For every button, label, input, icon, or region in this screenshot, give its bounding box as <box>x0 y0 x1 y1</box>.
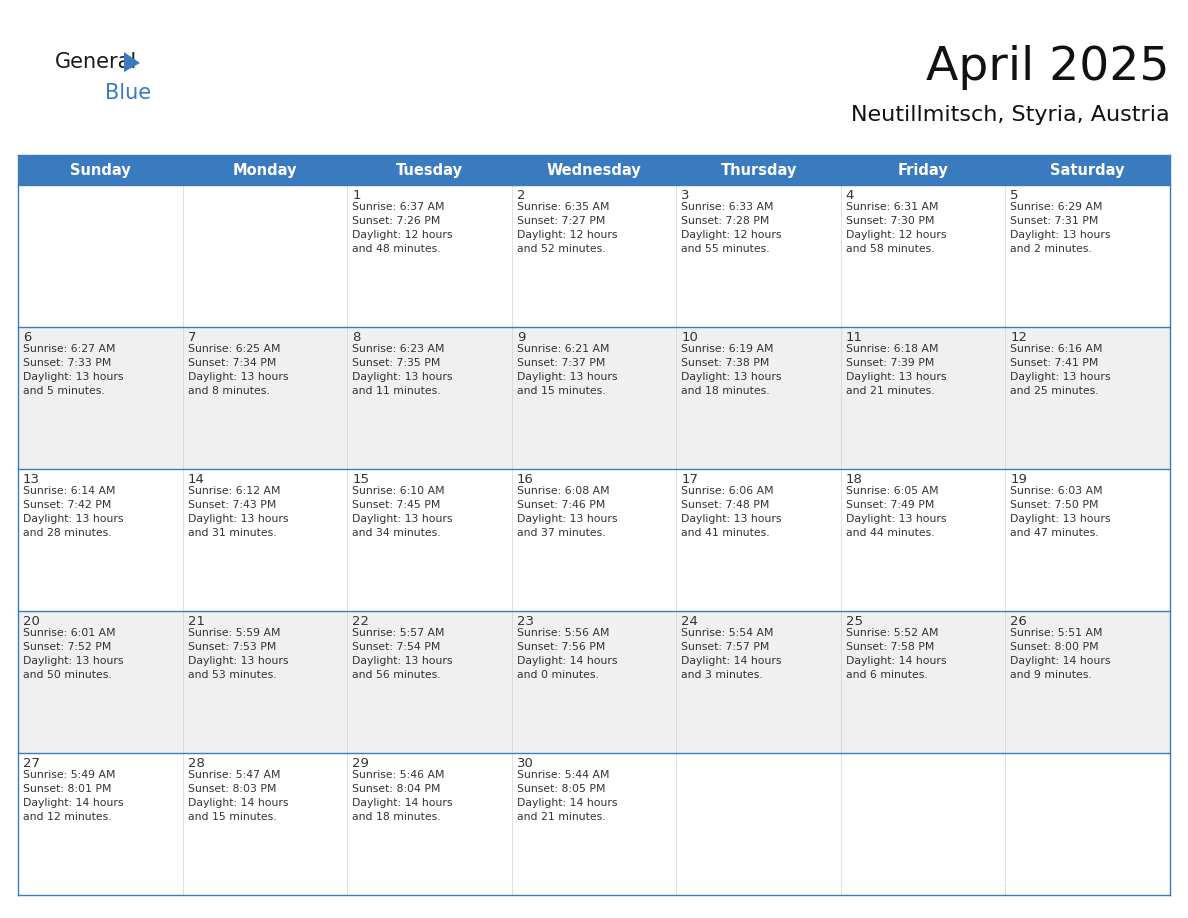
Text: 6: 6 <box>23 331 31 344</box>
Bar <box>347 155 512 185</box>
Text: Sunrise: 6:05 AM
Sunset: 7:49 PM
Daylight: 13 hours
and 44 minutes.: Sunrise: 6:05 AM Sunset: 7:49 PM Dayligh… <box>846 486 947 538</box>
Text: Sunrise: 6:37 AM
Sunset: 7:26 PM
Daylight: 12 hours
and 48 minutes.: Sunrise: 6:37 AM Sunset: 7:26 PM Dayligh… <box>352 202 453 254</box>
Text: Sunrise: 6:21 AM
Sunset: 7:37 PM
Daylight: 13 hours
and 15 minutes.: Sunrise: 6:21 AM Sunset: 7:37 PM Dayligh… <box>517 344 618 396</box>
Text: 23: 23 <box>517 615 533 628</box>
Text: Sunrise: 6:33 AM
Sunset: 7:28 PM
Daylight: 12 hours
and 55 minutes.: Sunrise: 6:33 AM Sunset: 7:28 PM Dayligh… <box>681 202 782 254</box>
Text: Sunrise: 6:23 AM
Sunset: 7:35 PM
Daylight: 13 hours
and 11 minutes.: Sunrise: 6:23 AM Sunset: 7:35 PM Dayligh… <box>352 344 453 396</box>
Text: 16: 16 <box>517 473 533 486</box>
Text: 20: 20 <box>23 615 40 628</box>
Text: Sunrise: 6:12 AM
Sunset: 7:43 PM
Daylight: 13 hours
and 31 minutes.: Sunrise: 6:12 AM Sunset: 7:43 PM Dayligh… <box>188 486 287 538</box>
Text: 3: 3 <box>681 189 690 202</box>
Text: 2: 2 <box>517 189 525 202</box>
Text: 13: 13 <box>23 473 40 486</box>
Text: 25: 25 <box>846 615 862 628</box>
Text: 22: 22 <box>352 615 369 628</box>
Bar <box>18 469 1170 611</box>
Text: Sunrise: 5:52 AM
Sunset: 7:58 PM
Daylight: 14 hours
and 6 minutes.: Sunrise: 5:52 AM Sunset: 7:58 PM Dayligh… <box>846 628 947 680</box>
Text: Sunrise: 5:49 AM
Sunset: 8:01 PM
Daylight: 14 hours
and 12 minutes.: Sunrise: 5:49 AM Sunset: 8:01 PM Dayligh… <box>23 770 124 822</box>
Text: Wednesday: Wednesday <box>546 162 642 177</box>
Text: 9: 9 <box>517 331 525 344</box>
Text: Tuesday: Tuesday <box>396 162 463 177</box>
Text: Sunrise: 6:08 AM
Sunset: 7:46 PM
Daylight: 13 hours
and 37 minutes.: Sunrise: 6:08 AM Sunset: 7:46 PM Dayligh… <box>517 486 618 538</box>
Bar <box>1005 155 1170 185</box>
Text: Sunrise: 6:14 AM
Sunset: 7:42 PM
Daylight: 13 hours
and 28 minutes.: Sunrise: 6:14 AM Sunset: 7:42 PM Dayligh… <box>23 486 124 538</box>
Bar <box>18 155 183 185</box>
Text: Neutillmitsch, Styria, Austria: Neutillmitsch, Styria, Austria <box>852 105 1170 125</box>
Text: Sunrise: 6:29 AM
Sunset: 7:31 PM
Daylight: 13 hours
and 2 minutes.: Sunrise: 6:29 AM Sunset: 7:31 PM Dayligh… <box>1011 202 1111 254</box>
Text: Sunrise: 6:06 AM
Sunset: 7:48 PM
Daylight: 13 hours
and 41 minutes.: Sunrise: 6:06 AM Sunset: 7:48 PM Dayligh… <box>681 486 782 538</box>
Text: Saturday: Saturday <box>1050 162 1125 177</box>
Text: Sunrise: 6:27 AM
Sunset: 7:33 PM
Daylight: 13 hours
and 5 minutes.: Sunrise: 6:27 AM Sunset: 7:33 PM Dayligh… <box>23 344 124 396</box>
Bar <box>18 611 1170 753</box>
Text: Sunrise: 5:47 AM
Sunset: 8:03 PM
Daylight: 14 hours
and 15 minutes.: Sunrise: 5:47 AM Sunset: 8:03 PM Dayligh… <box>188 770 287 822</box>
Polygon shape <box>124 52 140 72</box>
Text: 1: 1 <box>352 189 361 202</box>
Text: 10: 10 <box>681 331 699 344</box>
Text: Sunrise: 6:03 AM
Sunset: 7:50 PM
Daylight: 13 hours
and 47 minutes.: Sunrise: 6:03 AM Sunset: 7:50 PM Dayligh… <box>1011 486 1111 538</box>
Text: 8: 8 <box>352 331 360 344</box>
Text: 4: 4 <box>846 189 854 202</box>
Text: 27: 27 <box>23 757 40 770</box>
Text: 15: 15 <box>352 473 369 486</box>
Text: 26: 26 <box>1011 615 1028 628</box>
Bar <box>18 327 1170 469</box>
Bar <box>18 185 1170 327</box>
Text: Sunrise: 6:31 AM
Sunset: 7:30 PM
Daylight: 12 hours
and 58 minutes.: Sunrise: 6:31 AM Sunset: 7:30 PM Dayligh… <box>846 202 947 254</box>
Text: Sunrise: 6:16 AM
Sunset: 7:41 PM
Daylight: 13 hours
and 25 minutes.: Sunrise: 6:16 AM Sunset: 7:41 PM Dayligh… <box>1011 344 1111 396</box>
Text: Sunrise: 5:59 AM
Sunset: 7:53 PM
Daylight: 13 hours
and 53 minutes.: Sunrise: 5:59 AM Sunset: 7:53 PM Dayligh… <box>188 628 287 680</box>
Text: 11: 11 <box>846 331 862 344</box>
Text: 30: 30 <box>517 757 533 770</box>
Text: 17: 17 <box>681 473 699 486</box>
Text: Friday: Friday <box>898 162 948 177</box>
Text: Sunrise: 5:54 AM
Sunset: 7:57 PM
Daylight: 14 hours
and 3 minutes.: Sunrise: 5:54 AM Sunset: 7:57 PM Dayligh… <box>681 628 782 680</box>
Text: 24: 24 <box>681 615 699 628</box>
Text: Sunrise: 6:19 AM
Sunset: 7:38 PM
Daylight: 13 hours
and 18 minutes.: Sunrise: 6:19 AM Sunset: 7:38 PM Dayligh… <box>681 344 782 396</box>
Text: 21: 21 <box>188 615 204 628</box>
Text: Sunrise: 5:51 AM
Sunset: 8:00 PM
Daylight: 14 hours
and 9 minutes.: Sunrise: 5:51 AM Sunset: 8:00 PM Dayligh… <box>1011 628 1111 680</box>
Bar <box>18 753 1170 895</box>
Text: General: General <box>55 52 138 72</box>
Text: Sunrise: 5:44 AM
Sunset: 8:05 PM
Daylight: 14 hours
and 21 minutes.: Sunrise: 5:44 AM Sunset: 8:05 PM Dayligh… <box>517 770 618 822</box>
Text: 7: 7 <box>188 331 196 344</box>
Text: Sunrise: 6:35 AM
Sunset: 7:27 PM
Daylight: 12 hours
and 52 minutes.: Sunrise: 6:35 AM Sunset: 7:27 PM Dayligh… <box>517 202 618 254</box>
Text: Sunrise: 6:01 AM
Sunset: 7:52 PM
Daylight: 13 hours
and 50 minutes.: Sunrise: 6:01 AM Sunset: 7:52 PM Dayligh… <box>23 628 124 680</box>
Bar <box>676 155 841 185</box>
Bar <box>183 155 347 185</box>
Text: 5: 5 <box>1011 189 1019 202</box>
Bar <box>841 155 1005 185</box>
Text: Sunrise: 6:25 AM
Sunset: 7:34 PM
Daylight: 13 hours
and 8 minutes.: Sunrise: 6:25 AM Sunset: 7:34 PM Dayligh… <box>188 344 287 396</box>
Text: 28: 28 <box>188 757 204 770</box>
Text: Blue: Blue <box>105 83 151 103</box>
Text: 18: 18 <box>846 473 862 486</box>
Text: 19: 19 <box>1011 473 1028 486</box>
Text: Sunrise: 5:46 AM
Sunset: 8:04 PM
Daylight: 14 hours
and 18 minutes.: Sunrise: 5:46 AM Sunset: 8:04 PM Dayligh… <box>352 770 453 822</box>
Text: April 2025: April 2025 <box>927 46 1170 91</box>
Text: Sunrise: 6:10 AM
Sunset: 7:45 PM
Daylight: 13 hours
and 34 minutes.: Sunrise: 6:10 AM Sunset: 7:45 PM Dayligh… <box>352 486 453 538</box>
Bar <box>512 155 676 185</box>
Text: Monday: Monday <box>233 162 297 177</box>
Text: 29: 29 <box>352 757 369 770</box>
Text: Thursday: Thursday <box>720 162 797 177</box>
Text: Sunrise: 5:56 AM
Sunset: 7:56 PM
Daylight: 14 hours
and 0 minutes.: Sunrise: 5:56 AM Sunset: 7:56 PM Dayligh… <box>517 628 618 680</box>
Text: 12: 12 <box>1011 331 1028 344</box>
Text: Sunrise: 6:18 AM
Sunset: 7:39 PM
Daylight: 13 hours
and 21 minutes.: Sunrise: 6:18 AM Sunset: 7:39 PM Dayligh… <box>846 344 947 396</box>
Text: Sunday: Sunday <box>70 162 131 177</box>
Text: 14: 14 <box>188 473 204 486</box>
Text: Sunrise: 5:57 AM
Sunset: 7:54 PM
Daylight: 13 hours
and 56 minutes.: Sunrise: 5:57 AM Sunset: 7:54 PM Dayligh… <box>352 628 453 680</box>
